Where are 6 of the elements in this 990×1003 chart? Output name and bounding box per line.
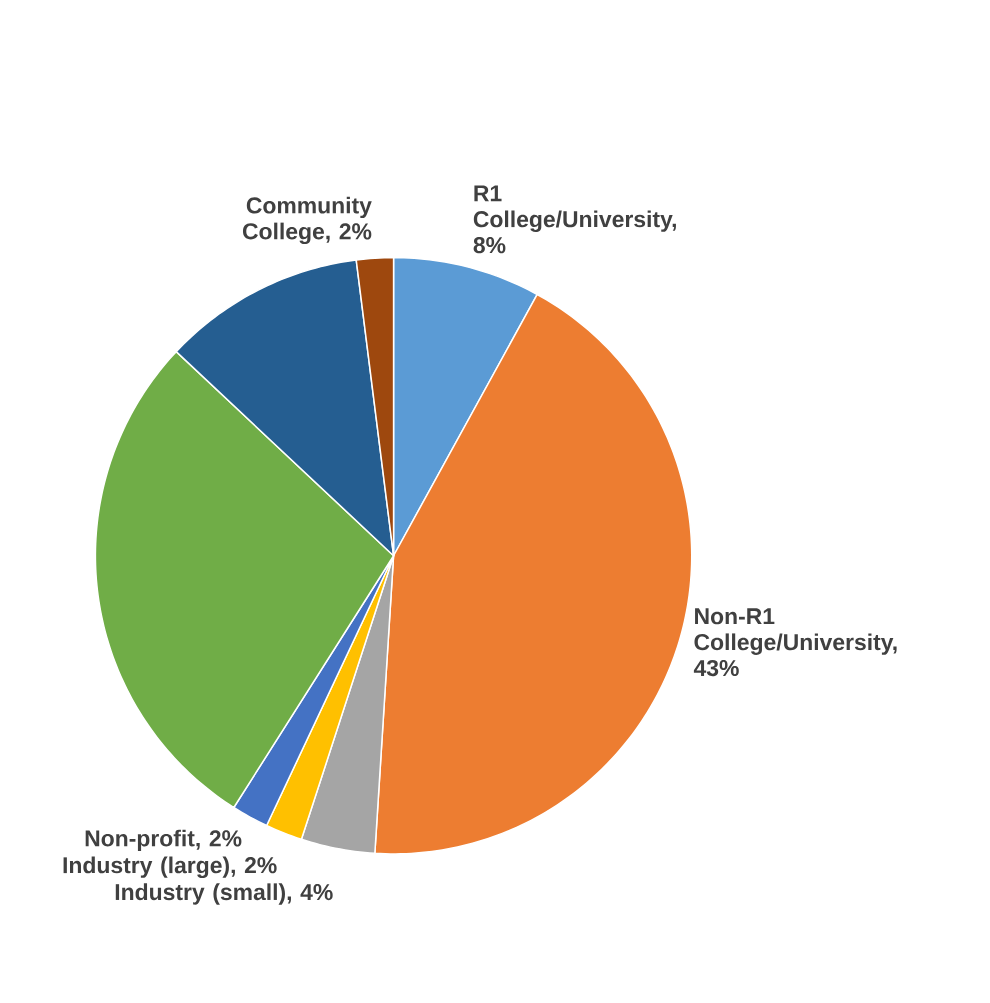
slice-label: Community College, 2% (243, 196, 372, 245)
slice-label: Non-profit, 2% (85, 829, 242, 852)
slice-label: R1 College/University, 8% (473, 185, 676, 254)
slice-label: Industry (small), 4% (115, 883, 333, 905)
slice-label: Industry (large), 2% (63, 856, 277, 878)
slice-label: Non-R1 College/University, 43% (693, 608, 897, 677)
